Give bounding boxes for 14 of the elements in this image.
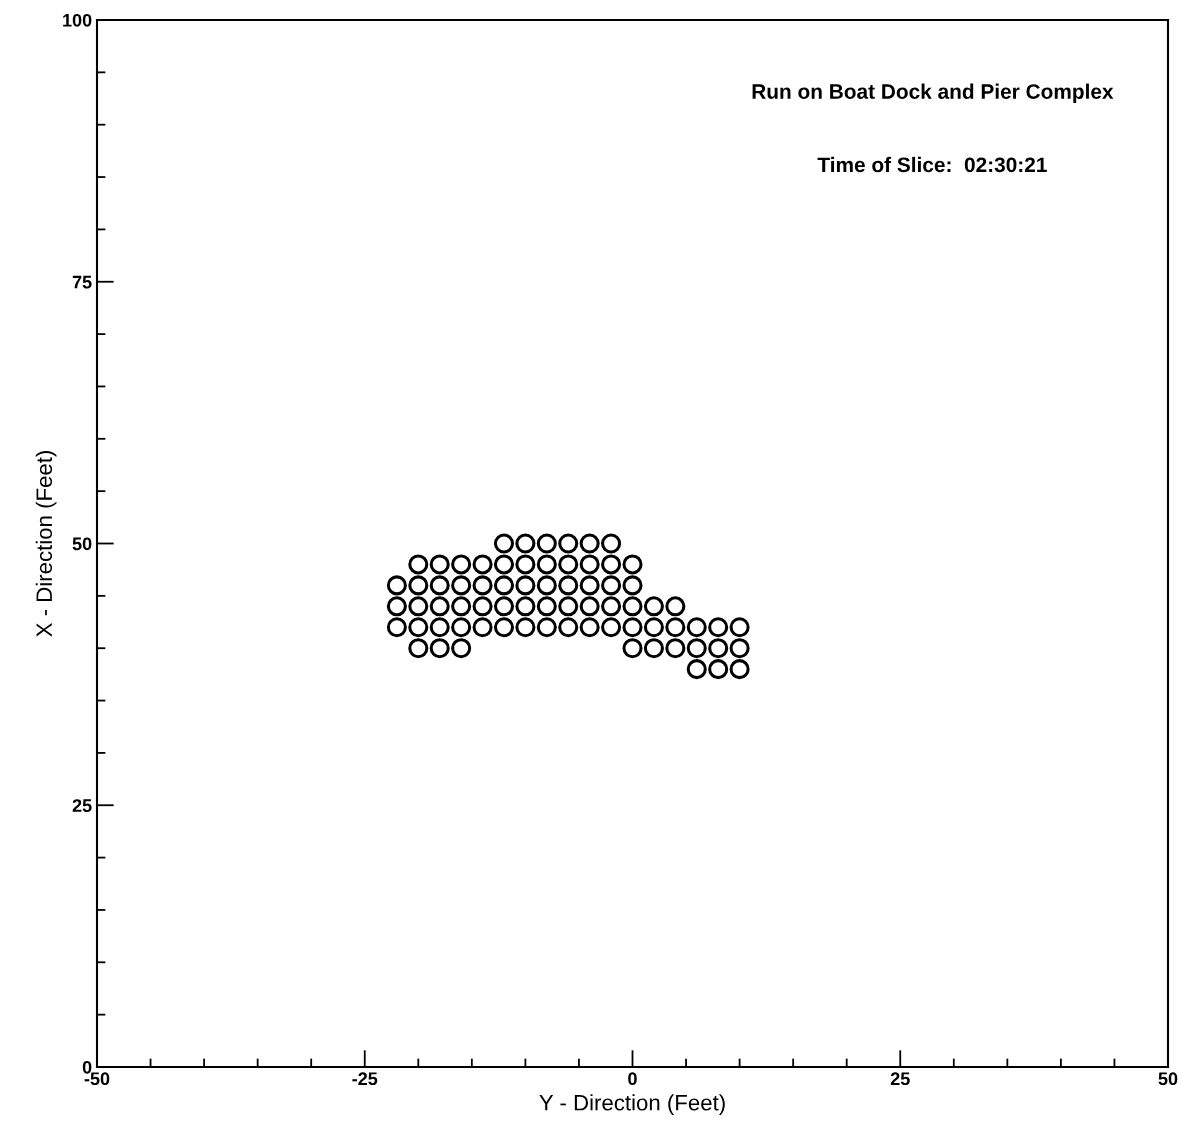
- x-axis-title: Y - Direction (Feet): [539, 1094, 725, 1115]
- x-tick-label: -50: [84, 1072, 110, 1086]
- y-tick-label: 75: [72, 275, 92, 289]
- text: Time of Slice: 02:30:21: [817, 156, 1047, 173]
- text: Run on Boat Dock and Pier Complex: [752, 83, 1114, 103]
- y-tick-label: 50: [72, 537, 92, 551]
- x-tick-label: 0: [628, 1072, 637, 1086]
- y-tick-label: 0: [82, 1060, 92, 1074]
- y-axis-title: X - Direction (Feet): [35, 451, 57, 637]
- x-tick-label: 25: [890, 1072, 910, 1086]
- x-tick-label: 50: [1158, 1072, 1178, 1086]
- x-tick-label: -25: [352, 1072, 378, 1086]
- y-tick-label: 100: [63, 13, 92, 27]
- y-tick-label: 25: [72, 799, 92, 812]
